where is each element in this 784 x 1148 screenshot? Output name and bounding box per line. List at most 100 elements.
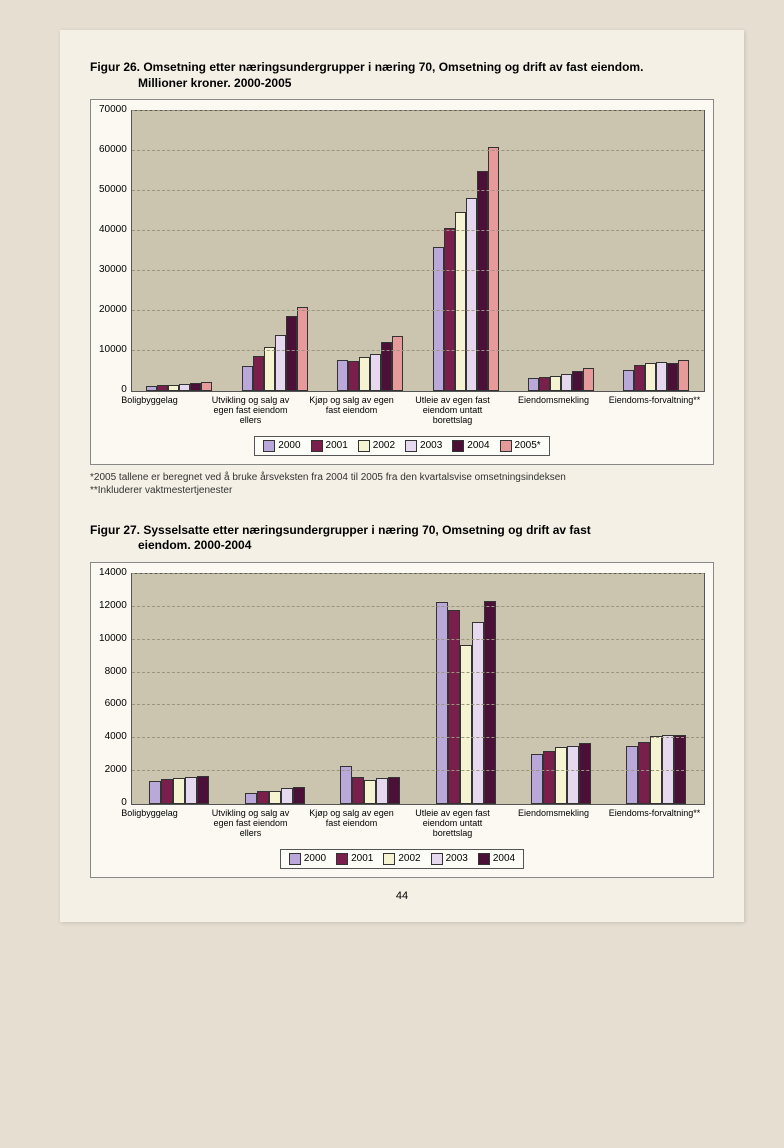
fig26-plot-wrap: 700006000050000400003000020000100000	[99, 110, 705, 392]
bar	[433, 247, 444, 391]
bar-group	[436, 601, 496, 804]
fig26-chart-frame: 700006000050000400003000020000100000 Bol…	[90, 99, 714, 465]
fig26-x-labels: BoligbyggelagUtvikling og salg av egen f…	[99, 396, 705, 426]
bar	[257, 791, 269, 804]
bar	[531, 754, 543, 804]
fig27-title-line1: Figur 27. Sysselsatte etter næringsunder…	[90, 523, 591, 537]
legend-item: 2003	[431, 853, 468, 865]
x-tick-label: Eiendomsmekling	[503, 396, 604, 426]
fig27-chart-frame: 14000120001000080006000400020000 Boligby…	[90, 562, 714, 878]
grid-line	[132, 770, 704, 771]
legend-item: 2003	[405, 440, 442, 452]
bar	[484, 601, 496, 804]
bar	[157, 385, 168, 391]
bar	[543, 751, 555, 804]
grid-line	[132, 672, 704, 673]
bar	[173, 778, 185, 804]
bar	[337, 360, 348, 391]
fig26-footnotes: *2005 tallene er beregnet ved å bruke år…	[90, 471, 714, 497]
x-tick-label: Boligbyggelag	[99, 809, 200, 839]
bar	[185, 777, 197, 804]
bar	[281, 788, 293, 804]
bar	[583, 368, 594, 391]
legend-label: 2003	[446, 853, 468, 864]
bar	[455, 212, 466, 391]
grid-line	[132, 606, 704, 607]
fig26-title-line1: Figur 26. Omsetning etter næringsundergr…	[90, 60, 643, 74]
legend-swatch	[311, 440, 323, 452]
x-tick-label: Eiendomsmekling	[503, 809, 604, 839]
page-number: 44	[90, 890, 714, 902]
bar	[561, 374, 572, 391]
fig27-title-line2: eiendom. 2000-2004	[90, 538, 714, 554]
x-tick-label: Kjøp og salg av egen fast eiendom	[301, 396, 402, 426]
bar-group	[149, 776, 209, 804]
fig27-title: Figur 27. Sysselsatte etter næringsunder…	[90, 523, 714, 554]
bar-group	[531, 743, 591, 804]
bar	[460, 645, 472, 804]
grid-line	[132, 737, 704, 738]
x-tick-label: Kjøp og salg av egen fast eiendom	[301, 809, 402, 839]
bar-group	[146, 382, 212, 391]
bar	[678, 360, 689, 391]
bar	[297, 307, 308, 391]
grid-line	[132, 573, 704, 574]
bar	[376, 778, 388, 804]
fig27-plot	[131, 573, 705, 805]
bar-group	[340, 766, 400, 804]
bar	[286, 316, 297, 391]
grid-line	[132, 190, 704, 191]
x-tick-label: Boligbyggelag	[99, 396, 200, 426]
legend-label: 2005*	[515, 440, 541, 451]
grid-line	[132, 270, 704, 271]
bar	[623, 370, 634, 392]
bar	[264, 347, 275, 391]
bar	[293, 787, 305, 804]
fig26-title: Figur 26. Omsetning etter næringsundergr…	[90, 60, 714, 91]
bar-group	[528, 368, 594, 391]
bar	[253, 356, 264, 391]
legend-item: 2001	[311, 440, 348, 452]
bar	[146, 386, 157, 392]
bar	[352, 777, 364, 804]
legend-label: 2000	[278, 440, 300, 451]
bar	[269, 791, 281, 804]
legend-item: 2004	[478, 853, 515, 865]
grid-line	[132, 639, 704, 640]
legend-item: 2002	[383, 853, 420, 865]
bar	[370, 354, 381, 391]
legend-swatch	[452, 440, 464, 452]
x-tick-label: Eiendoms-forvaltning**	[604, 809, 705, 839]
legend-swatch	[431, 853, 443, 865]
bar	[149, 781, 161, 804]
bar-group	[242, 307, 308, 391]
legend-item: 2001	[336, 853, 373, 865]
legend-item: 2000	[263, 440, 300, 452]
bar	[634, 365, 645, 391]
x-tick-label: Utleie av egen fast eiendom untatt boret…	[402, 809, 503, 839]
x-tick-label: Utvikling og salg av egen fast eiendom e…	[200, 396, 301, 426]
fig26-y-axis: 700006000050000400003000020000100000	[99, 110, 131, 390]
fig26-footnote1: *2005 tallene er beregnet ved å bruke år…	[90, 471, 714, 484]
bar	[436, 602, 448, 804]
bar	[528, 378, 539, 391]
legend-item: 2005*	[500, 440, 541, 452]
fig26-plot	[131, 110, 705, 392]
fig27-legend: 2000 2001 2002 2003 2004	[280, 849, 524, 869]
bar	[275, 335, 286, 391]
legend-label: 2002	[373, 440, 395, 451]
bar	[242, 366, 253, 391]
grid-line	[132, 110, 704, 111]
legend-label: 2000	[304, 853, 326, 864]
bar	[477, 171, 488, 391]
fig27-y-axis: 14000120001000080006000400020000	[99, 573, 131, 803]
bar	[567, 746, 579, 804]
grid-line	[132, 350, 704, 351]
grid-line	[132, 310, 704, 311]
fig27-plot-wrap: 14000120001000080006000400020000	[99, 573, 705, 805]
legend-swatch	[263, 440, 275, 452]
bar	[667, 363, 678, 391]
x-tick-label: Utleie av egen fast eiendom untatt boret…	[402, 396, 503, 426]
legend-item: 2000	[289, 853, 326, 865]
bar	[579, 743, 591, 804]
